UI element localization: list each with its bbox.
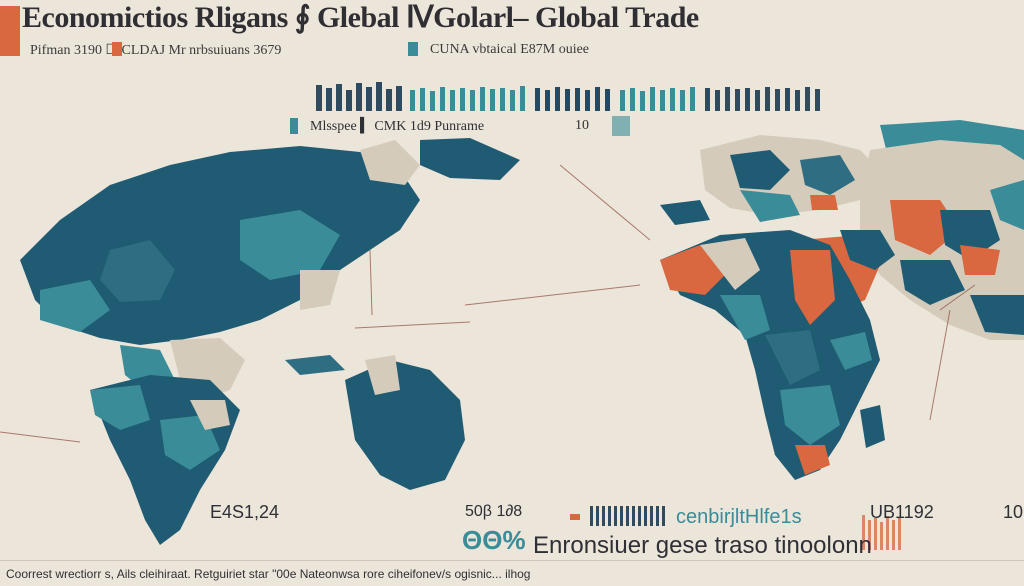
subtitle-right: CUNA vbtaical E87M ouiee (430, 42, 590, 57)
legend-row-value: 10 (575, 118, 589, 133)
bottom-barcode (570, 506, 901, 550)
subtitle-left: Pifman 3190 ☐ CLDAJ Mr nrbsuiuans 3679 (30, 43, 282, 58)
region-africa (660, 230, 885, 480)
region-north-america (20, 138, 520, 345)
region-south-america (90, 375, 240, 545)
bottom-right-value: UB1192 (870, 502, 934, 522)
bottom-teal-label: cenbirjltHlfe1s (676, 506, 802, 528)
legend-row-label: Mlsspee ▍ CMK 1d9 Punrame (310, 119, 485, 134)
world-map (0, 82, 1024, 550)
footer: Coorrest wrectiorr s, Ails cleihiraat. R… (0, 560, 1024, 586)
legend-swatch-teal (408, 42, 418, 56)
title-accent (0, 6, 20, 56)
region-asia (860, 140, 1024, 340)
figure-strip (316, 82, 820, 111)
bottom-percent: ΘΘ% (462, 525, 526, 555)
bottom-left-value: E4S1,24 (210, 502, 280, 522)
legend-tick (612, 116, 630, 136)
legend-tick (290, 118, 298, 134)
region-oceania (345, 355, 465, 490)
region-europe (660, 135, 880, 225)
trade-routes (0, 164, 976, 443)
bottom-caption: Enronsiuer gese traso tinoolonn (533, 532, 872, 559)
bottom-edge-value: 10 (1003, 502, 1024, 522)
footer-text: Coorrest wrectiorr s, Ails cleihiraat. R… (6, 567, 531, 581)
legend-swatch-orange (112, 42, 122, 56)
title-bar: Economictios Rligans ∮ Glebal ⅣGolarl– G… (0, 0, 1024, 60)
page-title: Economictios Rligans ∮ Glebal ⅣGolarl– G… (22, 1, 699, 34)
bottom-code: 50β 1∂8 (465, 503, 523, 520)
